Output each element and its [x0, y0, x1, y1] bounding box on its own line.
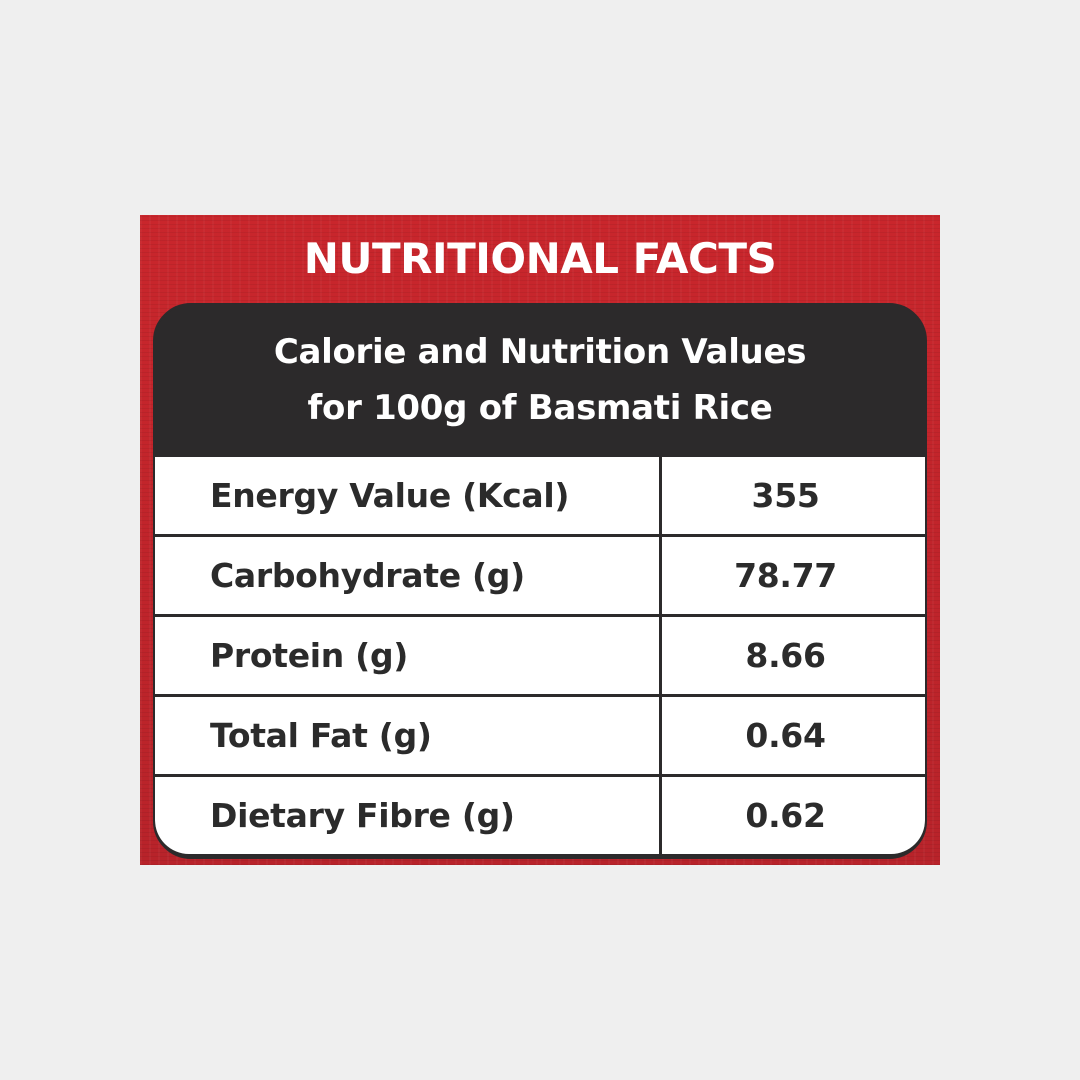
- nutrient-label: Protein (g): [155, 617, 660, 694]
- table-row: Dietary Fibre (g) 0.62: [155, 777, 925, 854]
- table-row: Protein (g) 8.66: [155, 617, 925, 694]
- page-title: NUTRITIONAL FACTS: [303, 234, 777, 283]
- nutrient-label: Dietary Fibre (g): [155, 777, 660, 854]
- nutrient-value: 0.64: [662, 697, 925, 774]
- nutrient-label: Energy Value (Kcal): [155, 457, 660, 534]
- panel-header: Calorie and Nutrition Values for 100g of…: [155, 305, 925, 455]
- nutrient-label: Total Fat (g): [155, 697, 660, 774]
- nutrient-value: 0.62: [662, 777, 925, 854]
- nutrition-panel: Calorie and Nutrition Values for 100g of…: [153, 303, 927, 859]
- table-row: Total Fat (g) 0.64: [155, 697, 925, 774]
- nutrient-value: 355: [662, 457, 925, 534]
- nutrient-label: Carbohydrate (g): [155, 537, 660, 614]
- nutrient-value: 8.66: [662, 617, 925, 694]
- nutrient-value: 78.77: [662, 537, 925, 614]
- subtitle-line-2: for 100g of Basmati Rice: [307, 388, 773, 428]
- table-row: Carbohydrate (g) 78.77: [155, 537, 925, 614]
- nutrition-card: NUTRITIONAL FACTS Calorie and Nutrition …: [140, 215, 940, 865]
- nutrition-table: Energy Value (Kcal) 355 Carbohydrate (g)…: [155, 457, 925, 857]
- table-row: Energy Value (Kcal) 355: [155, 457, 925, 534]
- subtitle-line-1: Calorie and Nutrition Values: [273, 332, 807, 372]
